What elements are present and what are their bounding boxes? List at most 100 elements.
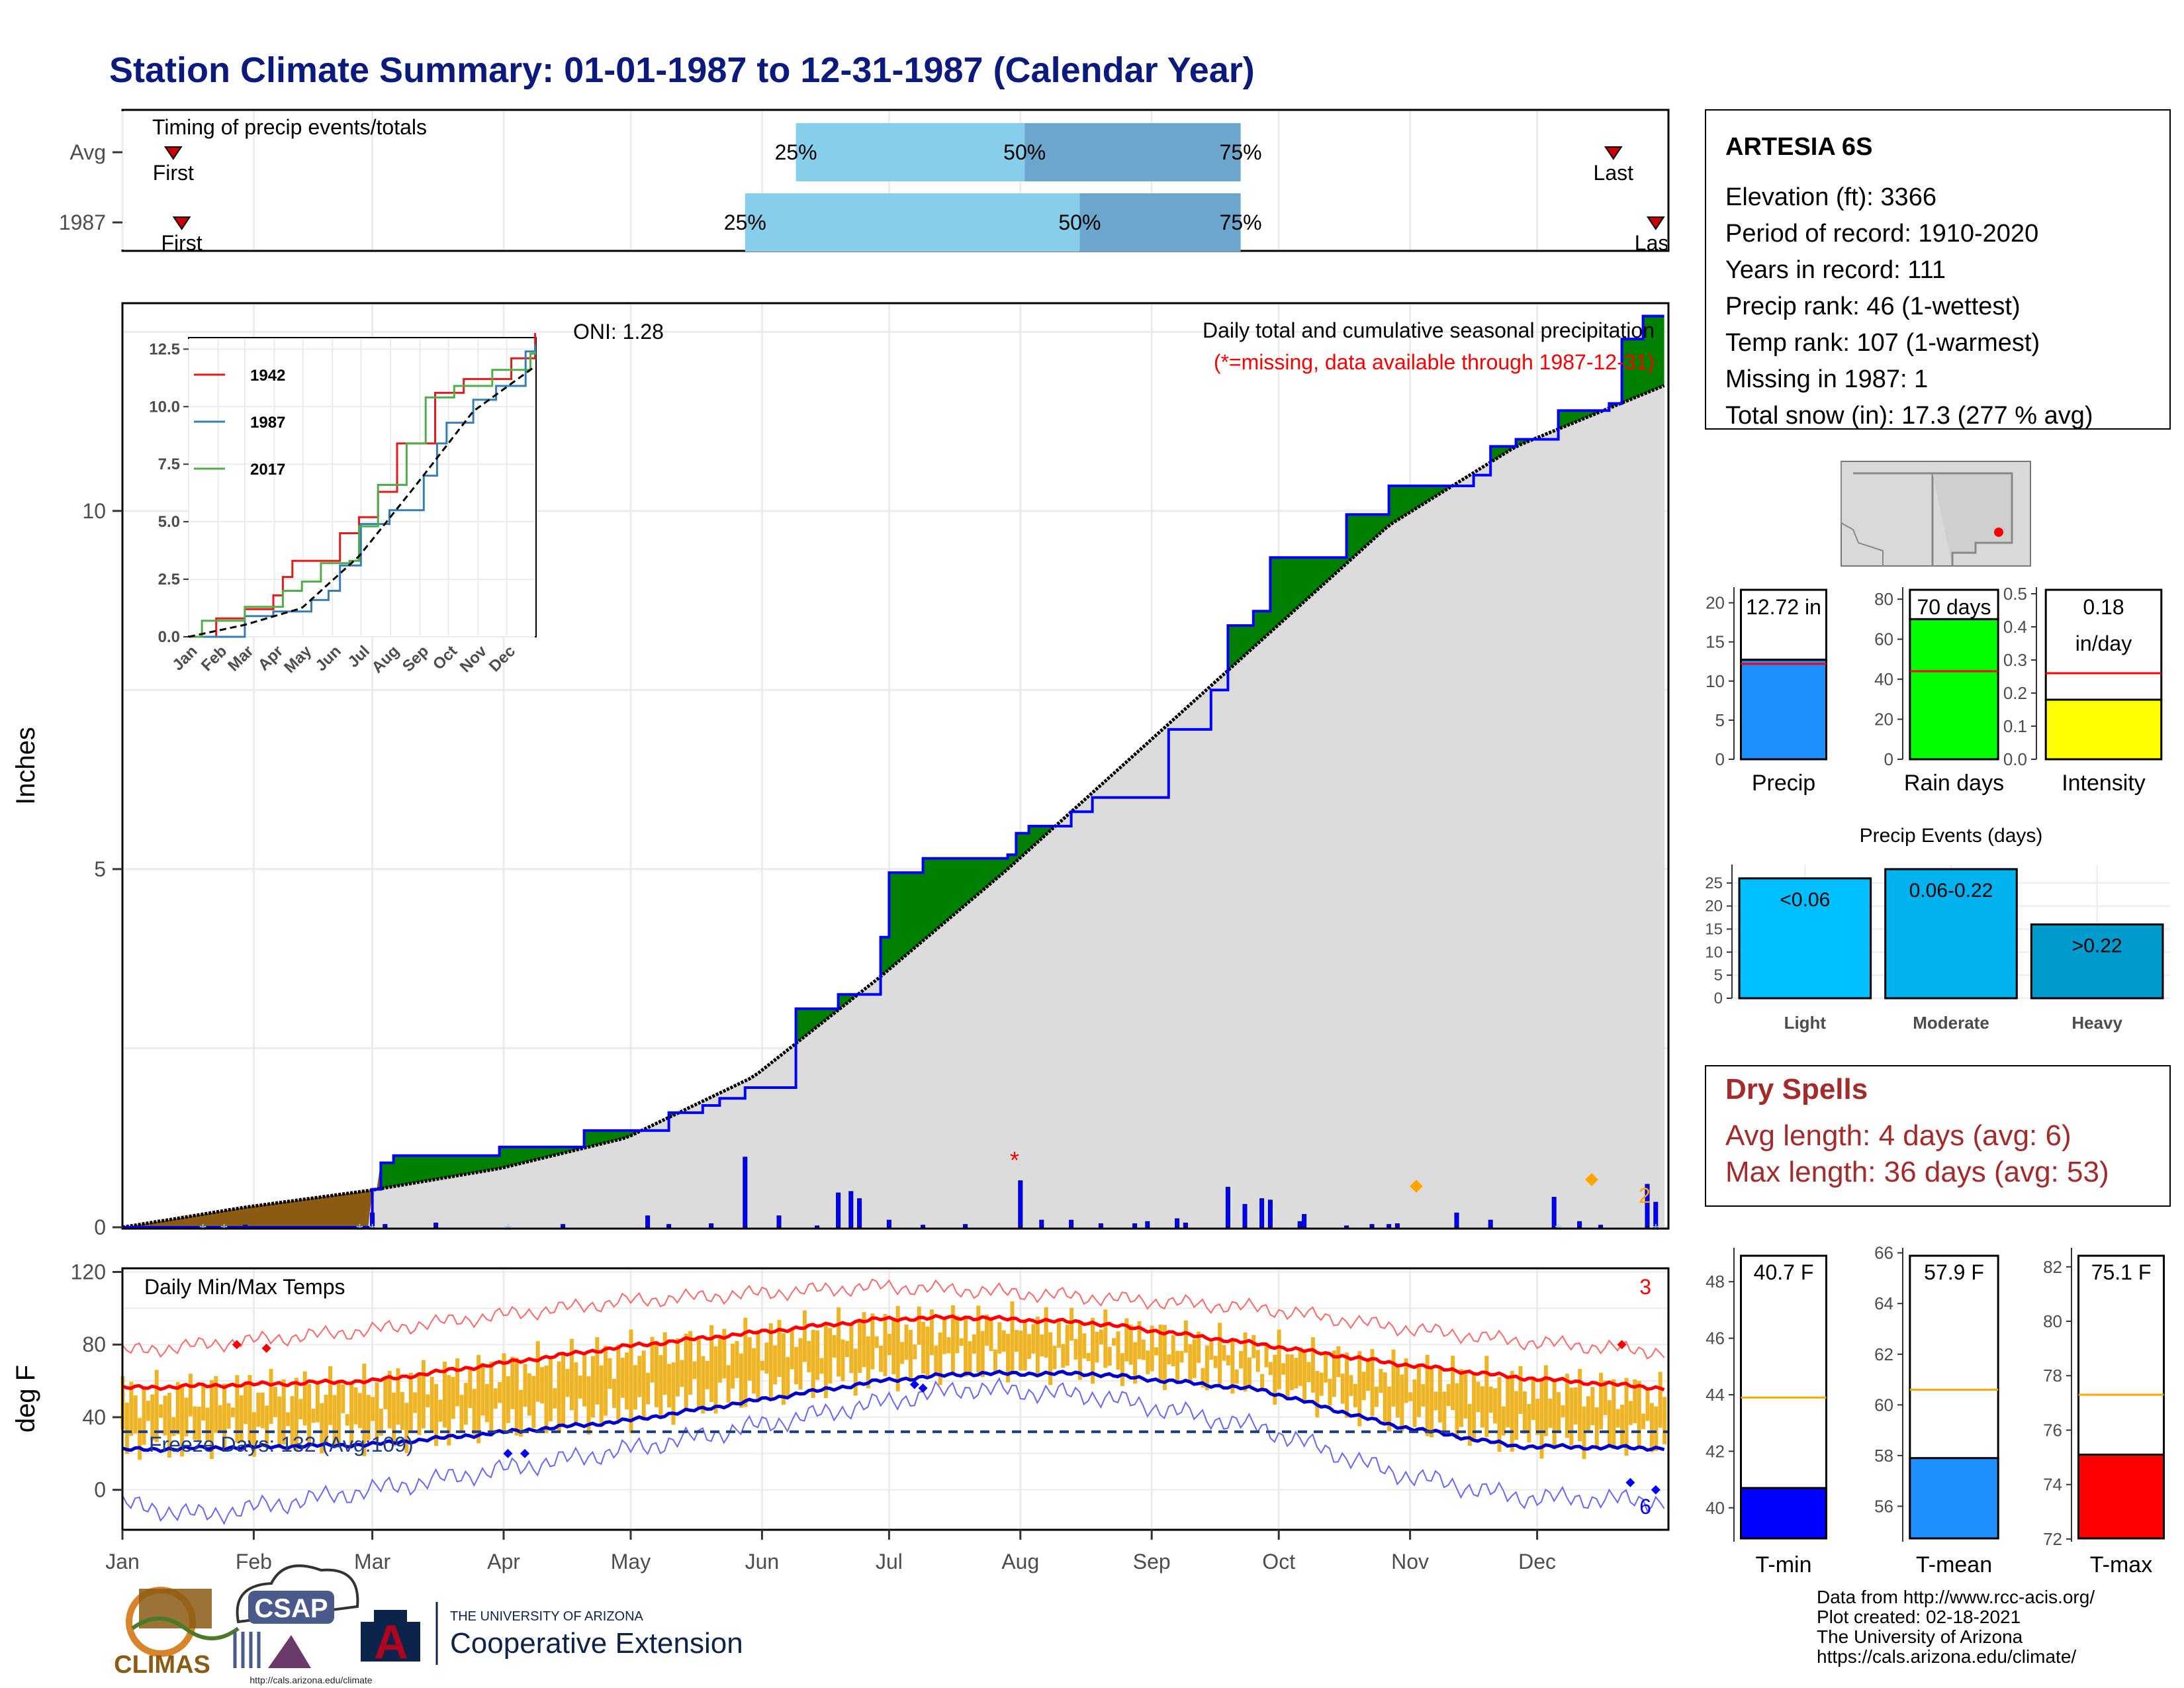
precip-panel-frame [121, 302, 1670, 1230]
daily-temp-bar [218, 1405, 222, 1432]
daily-temp-bar [1412, 1379, 1417, 1427]
daily-temp-bar [1497, 1377, 1502, 1452]
daily-temp-bar [133, 1395, 138, 1434]
daily-temp-bar [277, 1396, 282, 1448]
mini-bar-label: Rain days [1904, 771, 2004, 796]
daily-precip-bar [1369, 1224, 1375, 1228]
daily-temp-bar [150, 1394, 155, 1441]
record-low-marker [918, 1383, 928, 1393]
daily-temp-bar [1480, 1386, 1484, 1428]
daily-temp-bar [1658, 1372, 1662, 1428]
temp-y-tick-label: 120 [71, 1260, 106, 1284]
daily-precip-bar [1018, 1180, 1023, 1228]
daily-temp-bar [1594, 1407, 1599, 1446]
station-precip-rank: Precip rank: 46 (1-wettest) [1725, 293, 2021, 320]
daily-temp-bar [1065, 1325, 1069, 1366]
daily-temp-bar [1298, 1347, 1302, 1386]
daily-temp-bar [1645, 1389, 1650, 1421]
daily-temp-bar [1451, 1356, 1455, 1410]
daily-precip-bar [1297, 1221, 1302, 1228]
temp-summary-tick-label: 72 [2043, 1529, 2062, 1549]
daily-temp-bar [260, 1392, 265, 1429]
daily-temp-bar [553, 1388, 557, 1409]
timing-row-label-year: 1987 [59, 211, 106, 234]
record-low-marker [520, 1448, 529, 1458]
daily-temp-bar [341, 1384, 345, 1413]
daily-temp-bar [442, 1362, 447, 1428]
daily-temp-bar [1578, 1368, 1582, 1442]
daily-temp-bar [917, 1306, 921, 1345]
daily-temp-bar [230, 1407, 235, 1417]
daily-temp-bar [1040, 1334, 1044, 1357]
snow-marker: * [220, 1220, 228, 1241]
avg-max-line [122, 1313, 1665, 1391]
climas-wave-icon [131, 1617, 240, 1640]
daily-precip-bar [243, 1225, 248, 1228]
events-bar-range: 0.06-0.22 [1909, 880, 1993, 902]
daily-temp-bar [739, 1353, 743, 1408]
daily-temp-bar [1154, 1347, 1159, 1356]
daily-temp-bar [1310, 1337, 1315, 1393]
events-tick-label: 25 [1705, 874, 1723, 892]
mini-bar-value-label: 12.72 in [1746, 595, 1821, 619]
daily-temp-bar [862, 1312, 866, 1368]
daily-temp-bar [1543, 1365, 1548, 1436]
daily-temp-bar [904, 1324, 909, 1360]
precip-legend-title: Daily total and cumulative seasonal prec… [1203, 318, 1655, 342]
daily-temp-bar [790, 1329, 794, 1370]
daily-precip-bar [645, 1215, 651, 1228]
timing-label-50: 50% [1003, 140, 1046, 164]
temp-summary-bar [1909, 1457, 1999, 1540]
daily-temp-bar [1247, 1357, 1251, 1388]
daily-precip-bar [963, 1224, 968, 1228]
temp-summary-bar [1740, 1487, 1827, 1540]
daily-temp-bar [828, 1328, 833, 1383]
precip-y-axis: 0 5 10 [82, 499, 122, 1239]
avg-min-line [122, 1369, 1665, 1454]
daily-temp-bar [586, 1376, 591, 1435]
footer-line: The University of Arizona [1817, 1626, 2023, 1647]
mini-bar-value-label: 0.18 [2083, 595, 2124, 619]
daily-temp-bar [1162, 1325, 1167, 1390]
csap-mountain-icon [268, 1635, 311, 1668]
record-min-line [122, 1377, 1665, 1525]
daily-temp-bar [1565, 1374, 1569, 1438]
inset-lines [188, 333, 537, 638]
mini-bar-outline [2044, 588, 2163, 701]
daily-temp-bar [680, 1360, 684, 1387]
daily-temp-bar [1175, 1350, 1180, 1383]
daily-temp-bar [1116, 1331, 1120, 1370]
daily-temp-bar [1014, 1330, 1019, 1352]
daily-temp-bar [1006, 1333, 1011, 1383]
daily-temp-bar [1493, 1388, 1498, 1424]
annual-totals-bars: 12.72 in 0 5 10 15 20 Precip 70 days 0 20 40 60 80 Ra… [1706, 584, 2171, 796]
last-event-marker [1646, 216, 1665, 230]
dry-spells-max: Max length: 36 days (avg: 53) [1725, 1156, 2109, 1188]
snow-marker: * [1555, 1220, 1562, 1241]
daily-temp-bar [1361, 1372, 1366, 1401]
daily-temp-bar [980, 1331, 985, 1378]
daily-temp-bar [705, 1360, 709, 1389]
ua-letter: A [374, 1616, 408, 1669]
inset-y-tick-label: 12.5 [149, 340, 180, 358]
csap-text: CSAP [254, 1594, 328, 1623]
daily-temp-bar [713, 1346, 718, 1414]
daily-temp-bar [1226, 1355, 1230, 1366]
daily-temp-bar [1463, 1372, 1468, 1419]
daily-temp-bar [201, 1385, 206, 1421]
inset-legend: 1942 1987 2017 [194, 367, 285, 479]
daily-temp-bar [366, 1395, 371, 1440]
mini-bar-tick-label: 0 [1884, 749, 1893, 769]
month-label: May [611, 1550, 651, 1573]
daily-temp-bar [913, 1344, 917, 1360]
daily-temp-bar [667, 1364, 672, 1408]
daily-temp-bar [548, 1356, 553, 1422]
mini-bar-tick-label: 0.2 [2003, 683, 2027, 703]
climas-text: CLIMAS [114, 1651, 210, 1679]
daily-precip-bar [1259, 1198, 1265, 1228]
daily-temp-bar [1306, 1362, 1311, 1382]
daily-temp-bar [286, 1412, 291, 1427]
daily-temp-bar [1552, 1382, 1557, 1450]
y-tick-label: 10 [82, 499, 106, 523]
events-title: Precip Events (days) [1860, 825, 2043, 847]
